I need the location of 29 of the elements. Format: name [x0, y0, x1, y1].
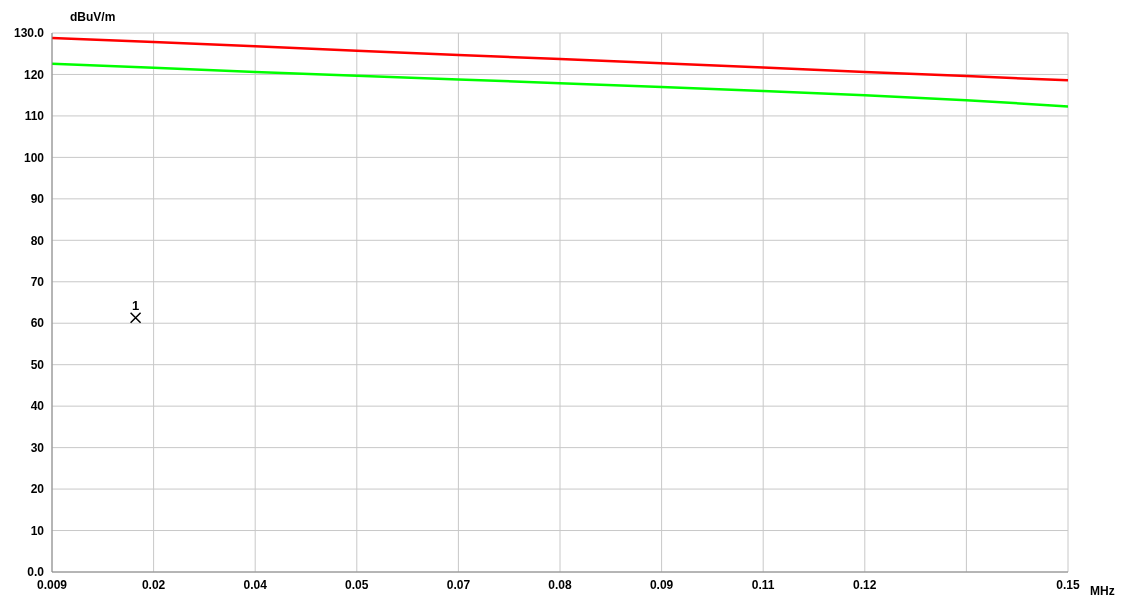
- y-tick-label: 80: [30, 233, 45, 248]
- x-tick-label: 0.009: [36, 577, 68, 592]
- x-tick-label: 0.09: [649, 577, 674, 592]
- x-tick-label: 0.07: [446, 577, 471, 592]
- y-tick-label: 120: [23, 67, 45, 82]
- x-tick-label: 0.04: [243, 577, 268, 592]
- y-axis-title: dBuV/m: [70, 10, 116, 24]
- annotation: 1: [131, 297, 140, 313]
- y-tick-label: 50: [30, 357, 45, 372]
- x-tick-label: 0.08: [548, 577, 572, 592]
- y-tick-label: 10: [30, 523, 45, 538]
- y-tick-label: 0.0: [27, 565, 45, 580]
- x-axis-title: MHz: [1090, 584, 1115, 598]
- y-tick-label: 110: [24, 109, 45, 124]
- y-tick-label: 30: [30, 440, 45, 455]
- y-tick-label: 70: [30, 275, 45, 290]
- y-tick-label: 130.0: [13, 26, 45, 41]
- y-tick-label: 90: [30, 192, 45, 207]
- x-tick-label: 0.15: [1056, 577, 1080, 592]
- line-series: [52, 62, 1068, 108]
- y-tick-label: 100: [23, 150, 45, 165]
- x-tick-label: 0.02: [141, 577, 166, 592]
- x-tick-label: 0.12: [853, 577, 877, 592]
- line-series: [52, 36, 1068, 82]
- y-tick-label: 40: [30, 399, 45, 414]
- x-tick-label: 0.11: [751, 577, 775, 592]
- y-tick-label: 20: [30, 482, 45, 497]
- x-tick-label: 0.05: [345, 577, 369, 592]
- y-tick-label: 60: [30, 316, 45, 331]
